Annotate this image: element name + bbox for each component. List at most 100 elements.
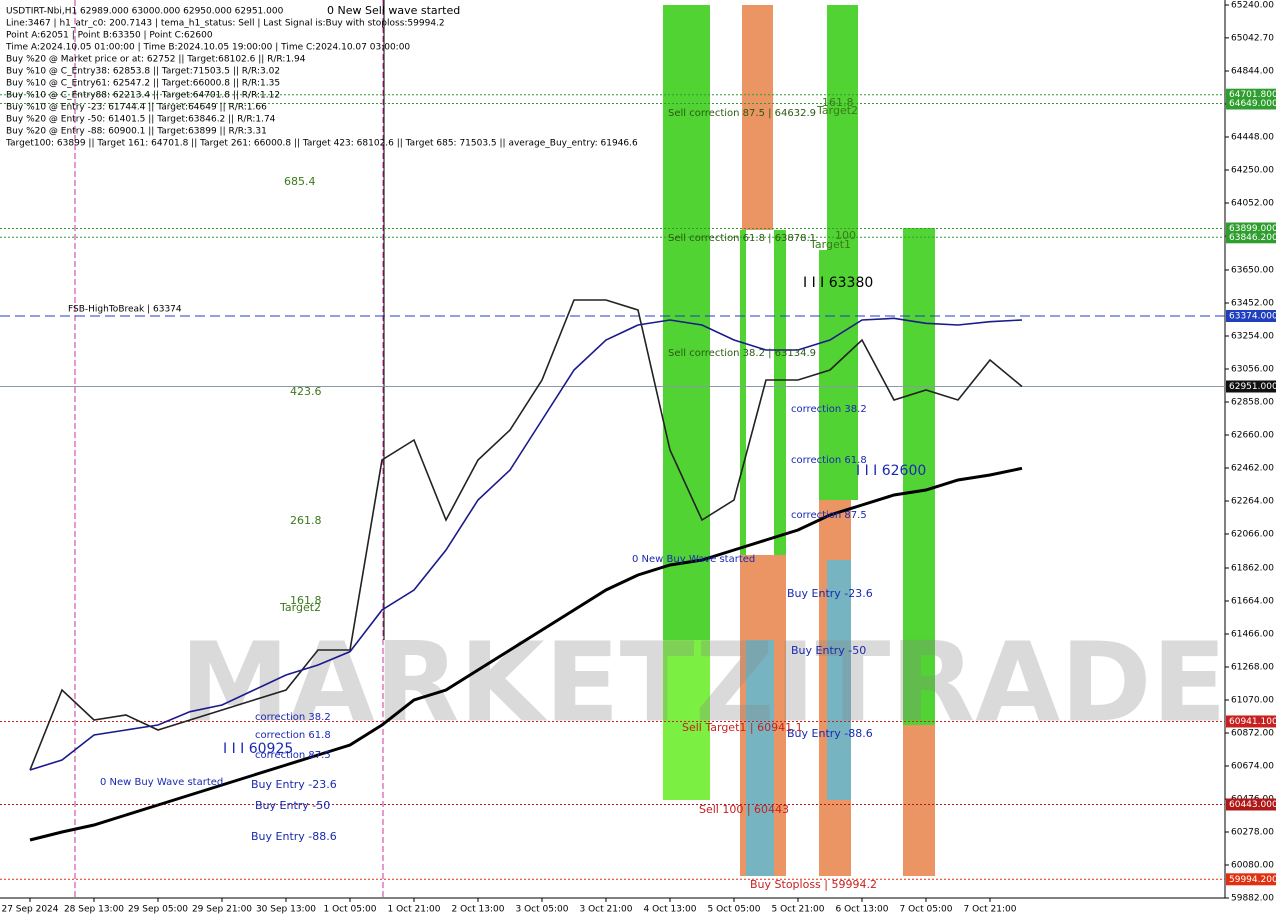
- x-tick-label: 2 Oct 13:00: [452, 905, 505, 915]
- level-label-box: [1226, 310, 1276, 322]
- zones: [663, 5, 935, 876]
- y-tick-label: 64448.00: [1231, 133, 1274, 143]
- info-line: Buy %20 @ Entry -50: 61401.5 || Target:6…: [6, 115, 276, 125]
- price-line: [29, 317, 1023, 771]
- level-label: 60443.000: [1229, 800, 1278, 810]
- x-tick-label: 30 Sep 13:00: [256, 905, 316, 915]
- annotation: I I I 63380: [803, 275, 873, 291]
- info-line: Point A:62051 | Point B:63350 | Point C:…: [6, 31, 213, 41]
- zone: [742, 5, 773, 230]
- y-tick-label: 64250.00: [1231, 166, 1274, 176]
- y-tick-label: 62462.00: [1231, 464, 1274, 474]
- zone: [903, 228, 935, 725]
- x-tick-label: 5 Oct 21:00: [772, 905, 825, 915]
- level-label-box: [1226, 380, 1276, 393]
- x-tick-label: 5 Oct 05:00: [708, 905, 761, 915]
- annotation: Buy Stoploss | 59994.2: [750, 878, 877, 891]
- x-tick-label: 4 Oct 13:00: [644, 905, 697, 915]
- annotation: Buy Entry -23.6: [251, 778, 337, 791]
- y-tick-label: 59882.00: [1231, 894, 1274, 904]
- watermark: MARKETZITRADE: [180, 618, 1227, 746]
- x-tick-label: 29 Sep 21:00: [192, 905, 252, 915]
- y-tick-label: 62660.00: [1231, 431, 1274, 441]
- annotation: Sell correction 61.8 | 63878.1: [668, 233, 816, 244]
- annotation: 0 New Buy Wave started: [632, 554, 755, 565]
- info-line: Buy %10 @ C_Entry88: 62213.4 || Target:6…: [6, 91, 280, 101]
- info-line: Buy %10 @ C_Entry38: 62853.8 || Target:7…: [6, 67, 280, 77]
- annotation: 100: [835, 229, 856, 242]
- annotation: correction 61.8: [255, 730, 331, 741]
- level-label: 64701.800: [1229, 90, 1278, 100]
- annotation: 261.8: [290, 514, 322, 527]
- y-tick-label: 62264.00: [1231, 497, 1274, 507]
- y-tick-label: 63254.00: [1231, 332, 1274, 342]
- x-tick-label: 29 Sep 05:00: [128, 905, 188, 915]
- annotation: Target1: [809, 238, 851, 251]
- x-tick-label: 3 Oct 21:00: [580, 905, 633, 915]
- annotation: 685.4: [284, 175, 316, 188]
- info-line: Buy %20 @ Entry -88: 60900.1 || Target:6…: [6, 127, 267, 137]
- zone: [746, 640, 774, 876]
- level-label-box: [1226, 97, 1276, 110]
- annotation: Target2: [279, 601, 321, 614]
- annotation: Sell correction 38.2 | 63134.9: [668, 348, 816, 359]
- annotation: correction 87.5: [791, 510, 867, 521]
- x-tick-label: 6 Oct 13:00: [836, 905, 889, 915]
- y-tick-label: 65240.00: [1231, 1, 1274, 11]
- x-tick-label: 27 Sep 2024: [1, 905, 58, 915]
- zone: [827, 560, 851, 800]
- level-label: 60941.100: [1229, 717, 1278, 727]
- info-line: Line:3467 | h1_atr_c0: 200.7143 | tema_h…: [6, 19, 445, 29]
- y-tick-label: 60080.00: [1231, 861, 1274, 871]
- zone: [740, 230, 746, 555]
- info-line: USDTIRT-Nbi,H1 62989.000 63000.000 62950…: [6, 7, 284, 17]
- zone: [774, 230, 786, 555]
- level-label-box: [1226, 715, 1276, 728]
- annotation: 0 New Sell wave started: [327, 4, 460, 17]
- price-line: [29, 299, 1023, 771]
- annotation: correction 38.2: [791, 404, 867, 415]
- y-tick-label: 61664.00: [1231, 597, 1274, 607]
- annotation: Target2: [816, 104, 858, 117]
- y-tick-label: 62858.00: [1231, 398, 1274, 408]
- x-tick-label: 1 Oct 21:00: [388, 905, 441, 915]
- annotation: Sell 100 | 60443: [699, 803, 789, 816]
- annotation: Buy Entry -50: [255, 799, 330, 812]
- level-label: 59994.200: [1229, 875, 1278, 885]
- info-line: Buy %10 @ Entry -23: 61744.4 || Target:6…: [6, 103, 267, 113]
- annotation: Buy Entry -88.6: [251, 830, 337, 843]
- x-tick-label: 7 Oct 05:00: [900, 905, 953, 915]
- y-tick-label: 64844.00: [1231, 67, 1274, 77]
- zone: [903, 725, 935, 876]
- y-tick-label: 61466.00: [1231, 630, 1274, 640]
- level-label: 63846.200: [1229, 233, 1278, 243]
- x-tick-label: 3 Oct 05:00: [516, 905, 569, 915]
- annotation: Buy Entry -50: [791, 644, 866, 657]
- annotation: I I I 60925: [223, 741, 293, 757]
- annotation: FSB-HighToBreak | 63374: [68, 305, 182, 315]
- annotation: Sell correction 87.5 | 64632.9: [668, 108, 816, 119]
- annotation: correction 38.2: [255, 712, 331, 723]
- level-label-box: [1226, 873, 1276, 886]
- annotation: 423.6: [290, 385, 322, 398]
- level-label: 63899.000: [1229, 224, 1278, 234]
- x-tick-label: 7 Oct 21:00: [964, 905, 1017, 915]
- level-label-box: [1226, 798, 1276, 811]
- y-tick-label: 61070.00: [1231, 696, 1274, 706]
- y-tick-label: 63452.00: [1231, 299, 1274, 309]
- zone: [827, 5, 858, 500]
- y-tick-label: 64052.00: [1231, 199, 1274, 209]
- level-label: 64649.000: [1229, 99, 1278, 109]
- level-label: 63374.000: [1229, 312, 1278, 322]
- x-tick-label: 1 Oct 05:00: [324, 905, 377, 915]
- y-tick-label: 60278.00: [1231, 828, 1274, 838]
- y-tick-label: 60872.00: [1231, 729, 1274, 739]
- level-label-box: [1226, 231, 1276, 244]
- annotation: Buy Entry -88.6: [787, 727, 873, 740]
- zone: [663, 640, 710, 800]
- y-tick-label: 63650.00: [1231, 266, 1274, 276]
- annotation: 0 New Buy Wave started: [100, 777, 223, 788]
